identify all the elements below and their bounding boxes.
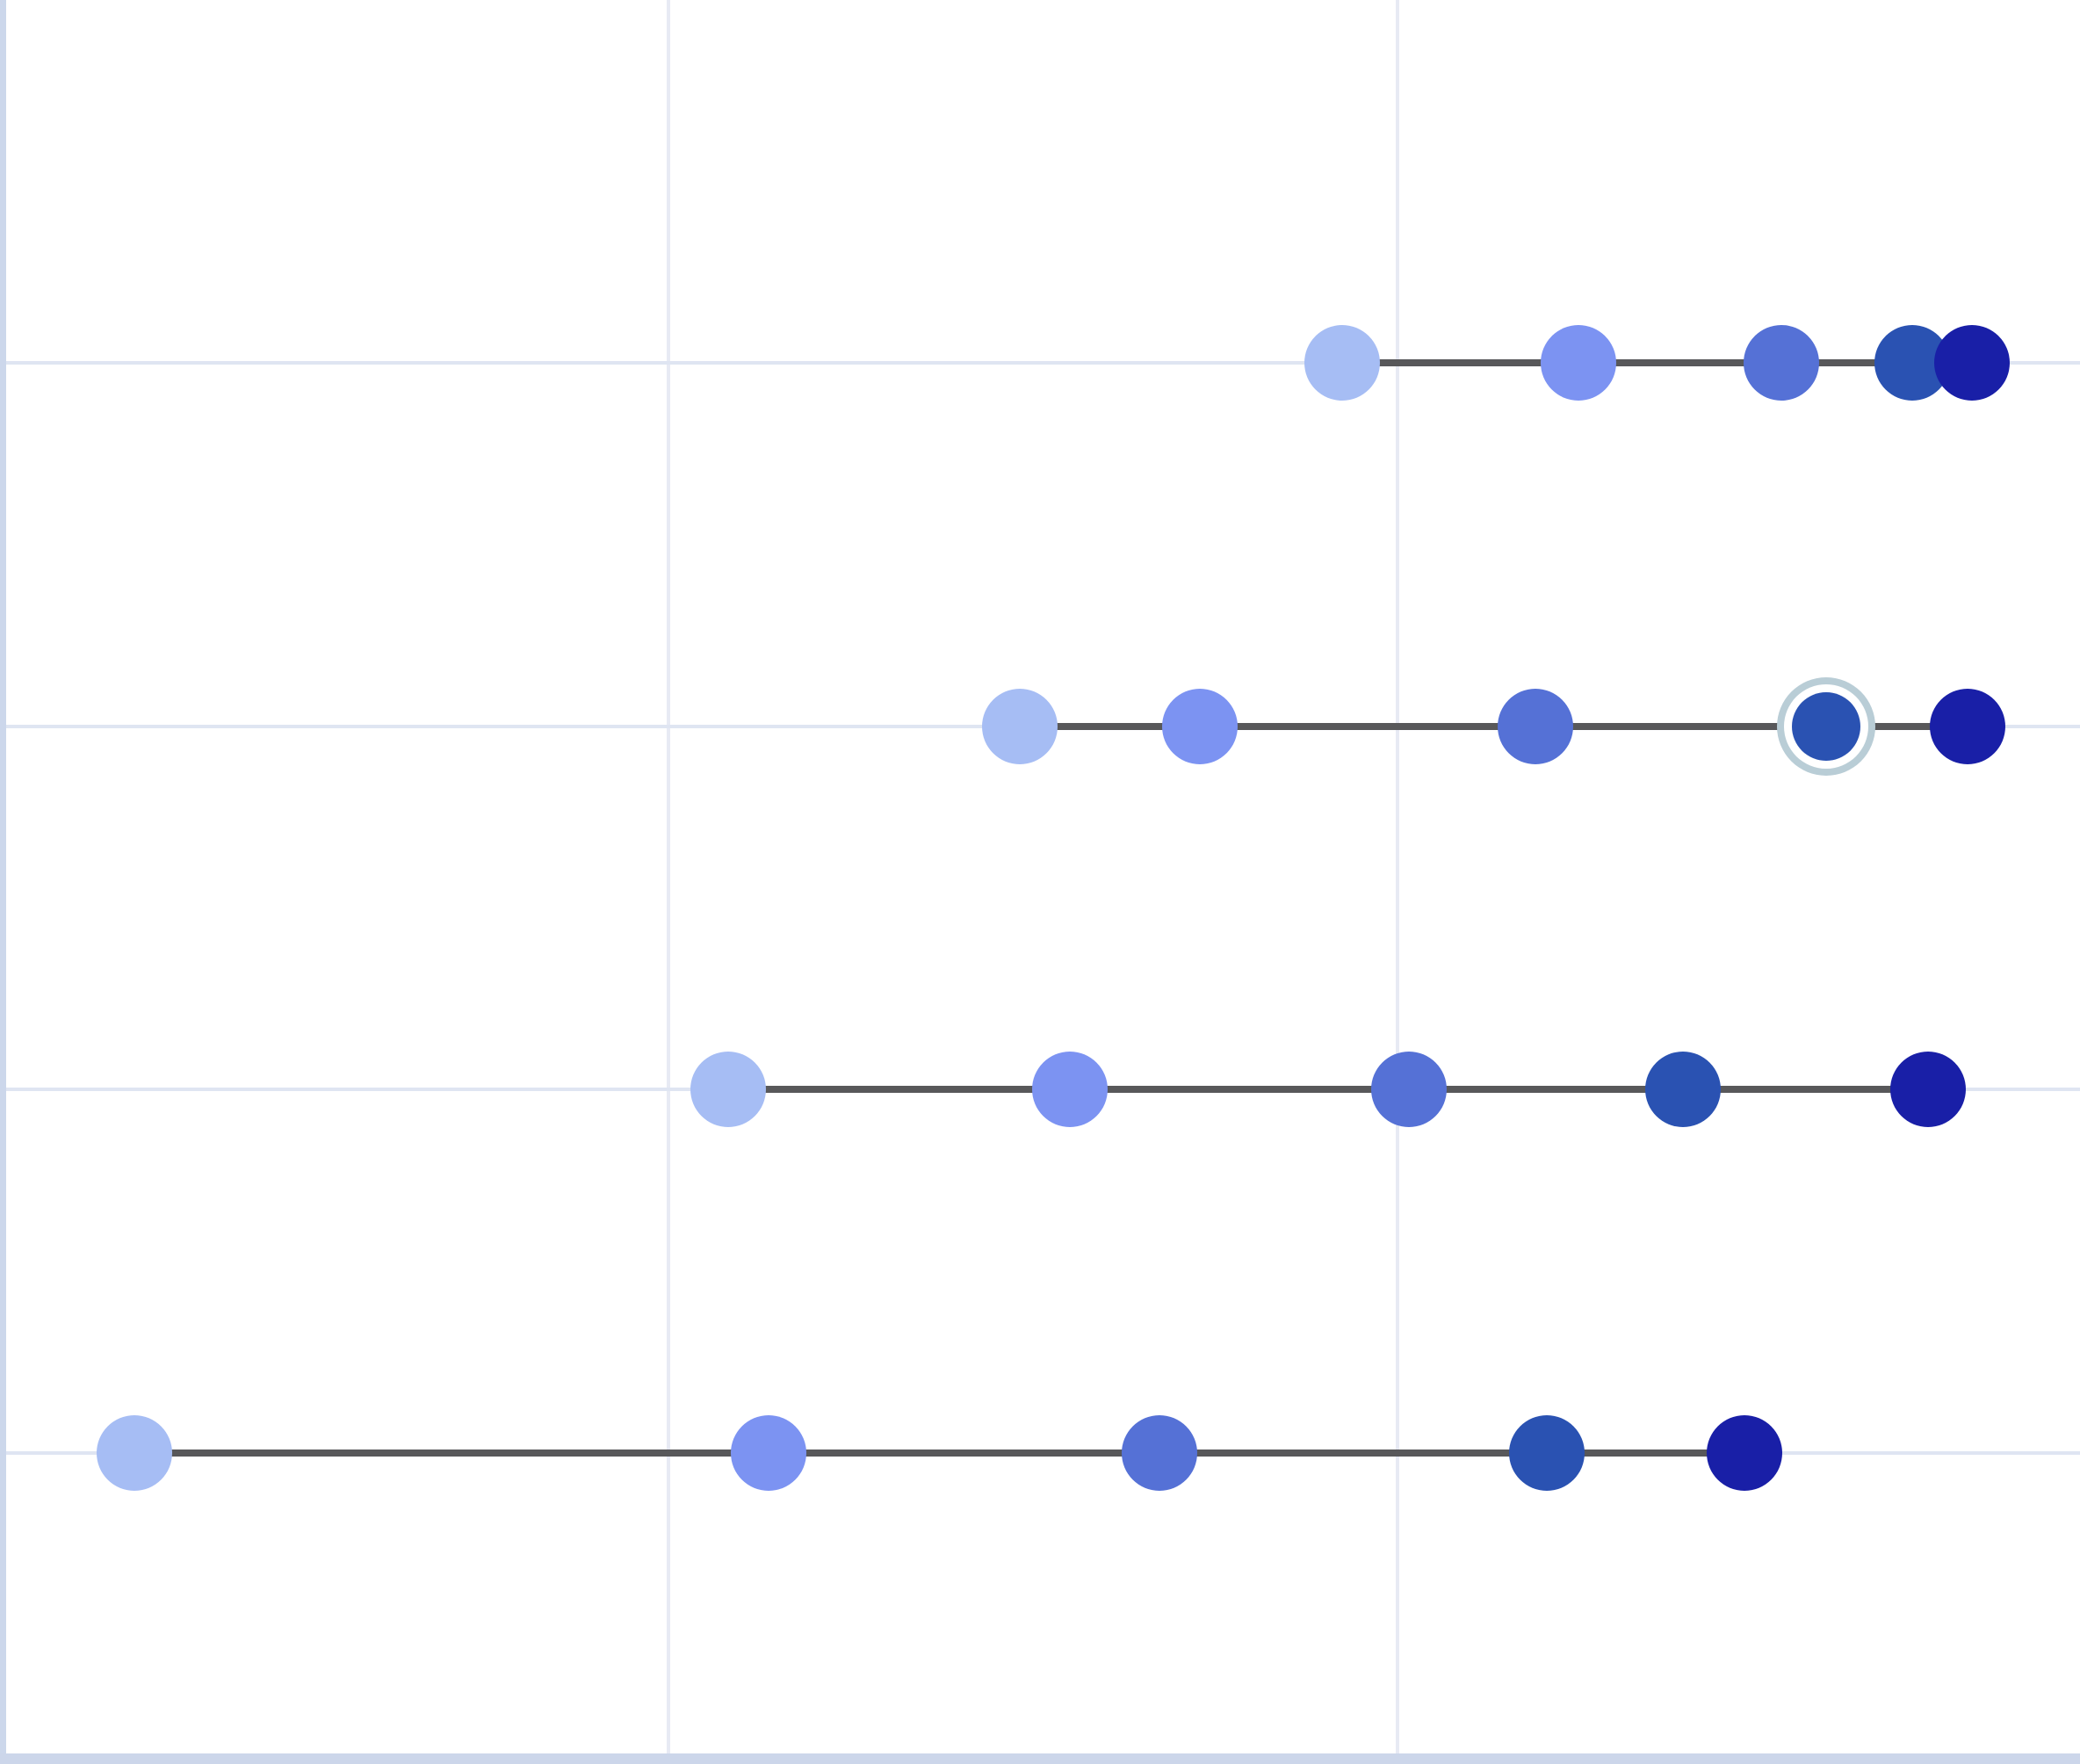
data-point[interactable] [1162,689,1238,764]
data-point[interactable] [1122,1415,1197,1491]
data-point[interactable] [731,1415,806,1491]
data-point[interactable] [1744,325,1819,401]
x-axis-border [0,1753,2080,1764]
data-point[interactable] [1934,325,2010,401]
data-point[interactable] [1498,689,1573,764]
data-point[interactable] [1645,1052,1721,1127]
y-axis-border [0,0,6,1753]
data-point[interactable] [1509,1415,1585,1491]
data-point[interactable] [97,1415,172,1491]
vertical-gridline [667,0,670,1753]
data-point[interactable] [1304,325,1380,401]
data-point[interactable] [982,689,1058,764]
data-point[interactable] [1541,325,1616,401]
data-point[interactable] [1032,1052,1108,1127]
connector-line [1342,359,1972,366]
connector-line [1020,723,1968,730]
data-point[interactable] [1371,1052,1447,1127]
data-point-highlighted[interactable] [1792,692,1860,761]
data-point[interactable] [1890,1052,1966,1127]
connector-line [728,1086,1928,1093]
connector-line [134,1450,1744,1457]
data-point[interactable] [690,1052,766,1127]
horizontal-gridline [0,361,2080,365]
data-point[interactable] [1707,1415,1782,1491]
vertical-gridline [1396,0,1399,1753]
data-point[interactable] [1930,689,2005,764]
